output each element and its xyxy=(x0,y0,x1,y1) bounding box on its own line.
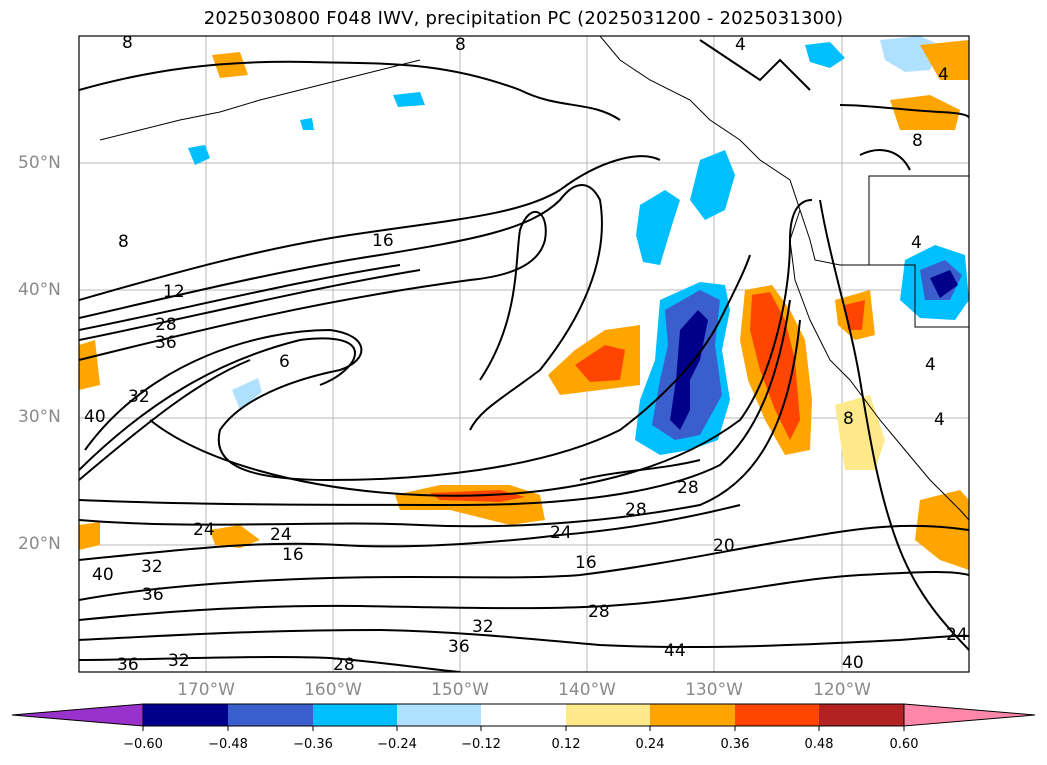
contour-label: 4 xyxy=(735,35,746,55)
contour-label: 32 xyxy=(128,387,150,407)
iwv-contours xyxy=(79,39,969,672)
contour-label: 44 xyxy=(664,641,686,661)
contour-label: 8 xyxy=(122,33,133,53)
contour-label: 28 xyxy=(677,478,699,498)
contour-label: 6 xyxy=(279,352,290,372)
colorbar-tick: −0.12 xyxy=(461,737,501,752)
contour-label: 8 xyxy=(912,131,923,151)
contour-label: 16 xyxy=(575,553,597,573)
contour-label: 24 xyxy=(550,523,572,543)
coastlines xyxy=(99,36,969,521)
contour-label: 28 xyxy=(625,500,647,520)
lon-label: 130°W xyxy=(685,680,743,700)
contour-label: 40 xyxy=(92,565,114,585)
contour-label: 4 xyxy=(925,355,936,375)
map-frame xyxy=(78,35,970,673)
colorbar-tick: −0.48 xyxy=(208,737,248,752)
colorbar-tick: −0.60 xyxy=(123,737,163,752)
contour-label: 16 xyxy=(372,231,394,251)
contour-label: 40 xyxy=(84,407,106,427)
contour-label: 36 xyxy=(155,333,177,353)
contour-label: 4 xyxy=(934,410,945,430)
colorbar-tick: 0.60 xyxy=(889,737,919,752)
lon-label: 140°W xyxy=(558,680,616,700)
contour-label: 28 xyxy=(588,602,610,622)
precip-negative-area xyxy=(188,36,969,455)
contour-label: 36 xyxy=(142,585,164,605)
lon-label: 160°W xyxy=(304,680,362,700)
contour-label: 16 xyxy=(282,545,304,565)
contour-label: 4 xyxy=(911,233,922,253)
colorbar-tick: 0.24 xyxy=(635,737,665,752)
lat-label: 40°N xyxy=(18,280,61,300)
contour-label: 24 xyxy=(193,520,215,540)
contour-label: 32 xyxy=(168,651,190,671)
contour-label: 8 xyxy=(843,409,854,429)
colorbar-tick: −0.24 xyxy=(377,737,417,752)
precip-positive-area xyxy=(79,40,969,570)
colorbar-tick: 0.12 xyxy=(551,737,581,752)
contour-label: 28 xyxy=(155,315,177,335)
contour-labels: 8 8 4 4 8 16 8 12 28 36 32 40 6 16 24 24… xyxy=(84,33,968,675)
lon-label: 150°W xyxy=(431,680,489,700)
colorbar-tick: 0.48 xyxy=(804,737,834,752)
contour-label: 32 xyxy=(472,617,494,637)
contour-label: 36 xyxy=(117,655,139,675)
contour-label: 4 xyxy=(938,65,949,85)
lon-label: 120°W xyxy=(813,680,871,700)
contour-label: 20 xyxy=(713,536,735,556)
colorbar-tick: −0.36 xyxy=(293,737,333,752)
contour-label: 28 xyxy=(333,655,355,675)
contour-label: 24 xyxy=(946,625,968,645)
lat-label: 30°N xyxy=(18,407,61,427)
lat-label: 50°N xyxy=(18,153,61,173)
contour-label: 32 xyxy=(141,557,163,577)
contour-label: 40 xyxy=(842,653,864,673)
contour-label: 12 xyxy=(163,282,185,302)
map-title: 2025030800 F048 IWV, precipitation PC (2… xyxy=(203,8,844,29)
contour-label: 24 xyxy=(270,525,292,545)
colorbar xyxy=(11,703,1036,731)
contour-label: 8 xyxy=(455,35,466,55)
contour-label: 36 xyxy=(448,637,470,657)
lon-label: 170°W xyxy=(177,680,235,700)
lat-label: 20°N xyxy=(18,534,61,554)
colorbar-tick: 0.36 xyxy=(720,737,750,752)
contour-label: 8 xyxy=(118,232,129,252)
